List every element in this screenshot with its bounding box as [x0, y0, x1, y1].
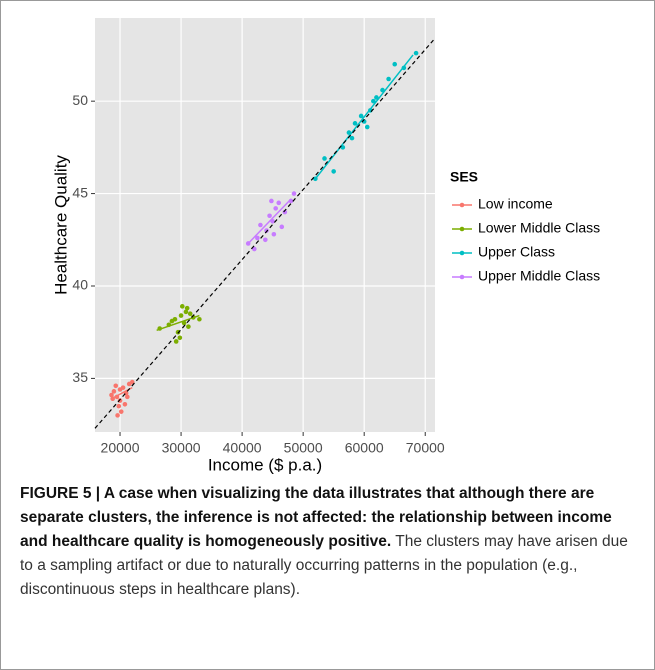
scatter-point [273, 206, 278, 211]
scatter-point [269, 198, 274, 204]
scatter-point [111, 389, 117, 394]
scatter-point [371, 98, 376, 104]
scatter-point [267, 213, 272, 219]
scatter-point [187, 311, 193, 317]
reference-line [94, 37, 436, 429]
scatter-point [184, 305, 190, 311]
scatter-point [358, 113, 364, 119]
scatter-point [122, 401, 128, 407]
scatter-point [129, 379, 135, 385]
x-tick-label: 40000 [223, 440, 262, 456]
legend-label: Low income [478, 196, 553, 212]
scatter-point [322, 156, 327, 161]
y-tick-label: 35 [72, 369, 88, 385]
scatter-point [183, 309, 189, 315]
scatter-point [117, 387, 123, 392]
y-axis-title: Healthcare Quality [51, 155, 70, 295]
legend-key-point [459, 250, 465, 256]
scatter-point [255, 235, 260, 241]
scatter-point [392, 61, 398, 67]
x-tick-label: 20000 [101, 440, 140, 456]
scatter-point [386, 76, 391, 82]
caption-text: The clusters may have arisen due to a sa… [20, 533, 628, 598]
scatter-point [116, 403, 122, 409]
scatter-point [186, 324, 191, 329]
y-tick-label: 45 [72, 184, 88, 200]
legend-key-point [459, 274, 465, 280]
scatter-point [258, 222, 263, 228]
legend-title: SES [450, 169, 478, 185]
scatter-point [413, 50, 419, 56]
scatter-point [264, 228, 269, 233]
x-axis-title: Income ($ p.a.) [208, 455, 322, 474]
x-tick-label: 70000 [406, 440, 445, 456]
caption-bold: FIGURE 5 | A case when visualizing the d… [20, 485, 612, 550]
x-tick-label: 30000 [162, 440, 201, 456]
scatter-point [173, 339, 179, 344]
fit-line [247, 198, 292, 245]
scatter-point [374, 95, 379, 100]
scatter-point [364, 124, 370, 130]
scatter-point [291, 191, 297, 196]
fit-line [156, 314, 200, 332]
scatter-point [263, 237, 268, 243]
scatter-point [113, 383, 119, 389]
scatter-point [279, 224, 285, 230]
scatter-point [125, 394, 130, 400]
scatter-point [331, 169, 336, 174]
scatter-point [178, 313, 184, 318]
caption: FIGURE 5 | A case when visualizing the d… [20, 482, 640, 602]
y-tick-label: 50 [72, 92, 88, 108]
scatter-point [282, 209, 288, 215]
legend-label: Upper Class [478, 244, 555, 260]
x-tick-label: 50000 [284, 440, 323, 456]
scatter-point [276, 200, 282, 206]
scatter-point [109, 392, 114, 398]
scatter-point [349, 135, 355, 141]
scatter-point [252, 246, 257, 252]
legend-label: Upper Middle Class [478, 268, 600, 284]
legend-label: Lower Middle Class [478, 220, 600, 236]
scatter-point [179, 304, 185, 309]
scatter-point [169, 318, 175, 324]
scatter-point [197, 316, 202, 322]
legend-key-point [459, 202, 465, 208]
scatter-point [177, 335, 183, 341]
scatter-point [118, 409, 124, 414]
scatter-point [352, 121, 358, 126]
scatter-point [271, 231, 277, 237]
chart: Income ($ p.a.) Healthcare Quality SES 2… [51, 18, 600, 474]
scatter-point [115, 413, 120, 418]
y-tick-label: 40 [72, 277, 88, 293]
legend-key-point [459, 226, 465, 232]
x-tick-label: 60000 [345, 440, 384, 456]
fit-line [314, 54, 414, 180]
